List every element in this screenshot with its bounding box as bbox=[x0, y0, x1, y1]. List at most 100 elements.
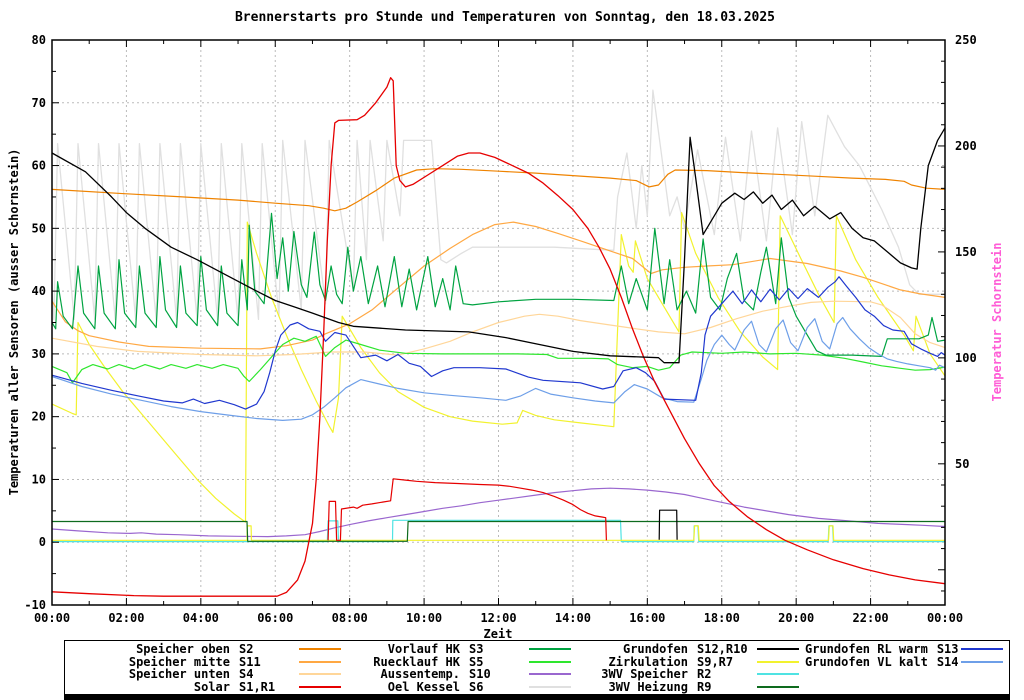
legend-color-line bbox=[757, 685, 799, 688]
legend-column: Grundofen RL warm S13 Grundofen VL kalt S14 bbox=[805, 642, 1009, 694]
legend-item-name: Oel Kessel bbox=[387, 679, 460, 694]
legend-item: Speicher oben S2 bbox=[65, 642, 347, 657]
legend-item-code: S12,R10 bbox=[697, 642, 748, 657]
x-tick-label: 10:00 bbox=[406, 611, 442, 625]
legend-item: Solar S1,R1 bbox=[65, 679, 347, 694]
y-right-tick-label: 150 bbox=[955, 245, 977, 259]
legend-item: Grundofen RL warm S13 bbox=[805, 642, 1009, 657]
legend-item-name: Speicher mitte bbox=[128, 654, 230, 669]
legend-item-code: S11 bbox=[239, 654, 261, 669]
x-tick-label: 14:00 bbox=[555, 611, 591, 625]
legend-item-code: R2 bbox=[697, 667, 712, 682]
y-left-tick-label: 30 bbox=[32, 347, 46, 361]
legend-item-name: 3WV Heizung bbox=[608, 679, 688, 694]
x-tick-label: 12:00 bbox=[480, 611, 516, 625]
legend-item-code: S2 bbox=[239, 642, 254, 657]
legend-item: Zirkulation S9,R7 bbox=[577, 654, 805, 669]
legend-color-line bbox=[757, 660, 799, 663]
series-speicher-oben bbox=[51, 168, 946, 212]
legend-item: Vorlauf HK S3 bbox=[347, 642, 577, 657]
x-tick-label: 16:00 bbox=[629, 611, 665, 625]
y-right-tick-label: 100 bbox=[955, 351, 977, 365]
legend-item: Grundofen VL kalt S14 bbox=[805, 654, 1009, 669]
y-left-tick-label: -10 bbox=[24, 598, 46, 612]
legend-color-line bbox=[299, 660, 341, 663]
y-right-tick-label: 50 bbox=[955, 457, 969, 471]
legend-color-line bbox=[961, 648, 1003, 651]
legend-item-code: S6 bbox=[469, 679, 484, 694]
series-3wv-heizung bbox=[52, 520, 945, 542]
legend-item: 3WV Speicher R2 bbox=[577, 667, 805, 682]
series-grundofen-rl-warm bbox=[51, 276, 946, 410]
legend-item-name: Zirkulation bbox=[608, 654, 688, 669]
y-left-tick-label: 50 bbox=[32, 221, 46, 235]
y-right-tick-label: 200 bbox=[955, 139, 977, 153]
legend-item-code: S3 bbox=[469, 642, 484, 657]
legend-item: Ruecklauf HK S5 bbox=[347, 654, 577, 669]
x-tick-label: 00:00 bbox=[927, 611, 963, 625]
series-zirk-pumpe bbox=[52, 525, 945, 541]
legend-item-name: 3WV Speicher bbox=[601, 667, 688, 682]
y-left-tick-label: 40 bbox=[32, 284, 46, 298]
legend-color-line bbox=[757, 673, 799, 676]
legend-column: Speicher oben S2 Speicher mitte S11 Speicher… bbox=[65, 642, 347, 694]
x-axis-label: Zeit bbox=[483, 627, 513, 641]
legend-color-line bbox=[529, 660, 571, 663]
legend-item: 3WV Heizung R9 bbox=[577, 679, 805, 694]
legend-color-line bbox=[299, 685, 341, 688]
y-left-tick-label: 60 bbox=[32, 159, 46, 173]
legend-color-line bbox=[529, 673, 571, 676]
x-tick-label: 00:00 bbox=[34, 611, 70, 625]
legend-item-name: Grundofen VL kalt bbox=[805, 654, 928, 669]
legend-item-code: S4 bbox=[239, 667, 254, 682]
series-zirkulation bbox=[51, 212, 946, 523]
y-left-tick-label: 10 bbox=[32, 472, 46, 486]
legend-color-line bbox=[757, 648, 799, 651]
series-grundofen bbox=[51, 127, 946, 364]
legend-item: Aussentemp. S10 bbox=[347, 667, 577, 682]
legend-item-name: Grundofen bbox=[622, 642, 688, 657]
legend-item-code: S9,R7 bbox=[697, 654, 734, 669]
y-left-tick-label: 70 bbox=[32, 96, 46, 110]
series-ruecklauf-hk bbox=[51, 335, 946, 384]
x-tick-label: 22:00 bbox=[853, 611, 889, 625]
legend-item-code: S13 bbox=[936, 642, 959, 657]
legend-item: Speicher unten S4 bbox=[65, 667, 347, 682]
legend-item: Speicher mitte S11 bbox=[65, 654, 347, 669]
legend-item-code: S14 bbox=[936, 654, 959, 669]
legend-item-code: S10 bbox=[469, 667, 491, 682]
x-tick-label: 02:00 bbox=[108, 611, 144, 625]
legend-column: Grundofen S12,R10 Zirkulation S9,R7 3WV Spei… bbox=[577, 642, 805, 694]
legend-item-name: Solar bbox=[193, 679, 230, 694]
legend-item: Grundofen S12,R10 bbox=[577, 642, 805, 657]
series-solar bbox=[51, 77, 946, 597]
series-grundofen-pulse bbox=[658, 509, 678, 540]
legend-item-name: Ruecklauf HK bbox=[373, 654, 460, 669]
legend-item-name: Speicher oben bbox=[136, 642, 230, 657]
legend-item: Oel Kessel S6 bbox=[347, 679, 577, 694]
x-tick-label: 06:00 bbox=[257, 611, 293, 625]
x-tick-label: 04:00 bbox=[183, 611, 219, 625]
series-solar-pumpe bbox=[327, 478, 607, 541]
legend-item-name: Vorlauf HK bbox=[387, 642, 460, 657]
y-left-tick-label: 20 bbox=[32, 410, 46, 424]
series-oel-kessel bbox=[51, 89, 945, 321]
legend-color-line bbox=[299, 648, 341, 651]
legend-box: Speicher oben S2 Speicher mitte S11 Speicher… bbox=[64, 640, 1010, 700]
x-tick-label: 08:00 bbox=[332, 611, 368, 625]
x-tick-label: 20:00 bbox=[778, 611, 814, 625]
chart-title: Brennerstarts pro Stunde und Temperature… bbox=[234, 10, 776, 25]
y-left-tick-label: 80 bbox=[32, 33, 46, 47]
x-tick-label: 18:00 bbox=[704, 611, 740, 625]
series-vorlauf-hk bbox=[51, 212, 946, 357]
legend-item-code: R9 bbox=[697, 679, 712, 694]
y-right-tick-label: 250 bbox=[955, 33, 977, 47]
legend-item-name: Speicher unten bbox=[128, 667, 230, 682]
legend-color-line bbox=[529, 685, 571, 688]
legend-item-code: S5 bbox=[469, 654, 484, 669]
y-left-tick-label: 0 bbox=[39, 535, 46, 549]
legend-color-line bbox=[961, 660, 1003, 663]
legend-item-name: Grundofen RL warm bbox=[805, 642, 928, 657]
